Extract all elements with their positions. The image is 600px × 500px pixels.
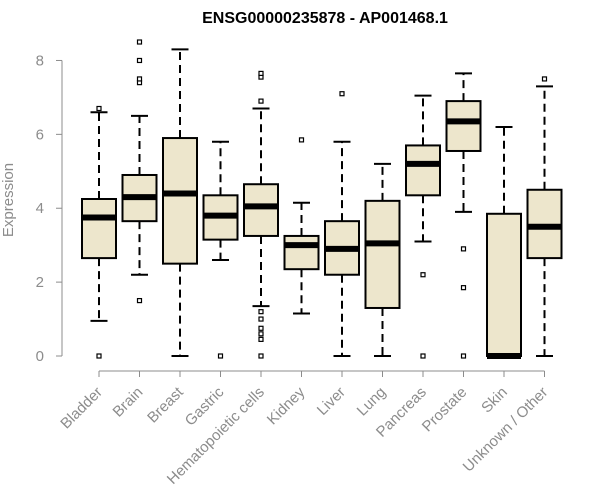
outlier-point (217, 353, 224, 359)
y-tick-label: 2 (36, 274, 44, 291)
y-tick-label: 8 (36, 52, 44, 69)
x-tick-label: Bladder (57, 384, 106, 433)
x-tick-label: Kidney (264, 383, 309, 428)
box-hematopoietic-cells (243, 70, 279, 359)
outlier-point (258, 98, 264, 104)
outlier-point (460, 353, 467, 359)
outlier-point (460, 246, 467, 252)
box-brain (121, 39, 158, 304)
iqr-box (162, 137, 198, 265)
outlier-point (541, 76, 548, 82)
outlier-point (96, 105, 102, 112)
outlier-point (136, 297, 143, 304)
y-axis: 0 2 4 6 8 (36, 52, 63, 365)
outlier-point (420, 272, 426, 278)
outlier-point (258, 353, 264, 359)
x-tick-label: Prostate (419, 384, 471, 436)
box-breast (162, 48, 198, 357)
box-kidney (283, 137, 320, 315)
outlier-point (258, 316, 264, 322)
outlier-point (420, 353, 426, 359)
outlier-point (258, 70, 264, 77)
iqr-box (486, 212, 522, 357)
outlier-point (258, 336, 264, 342)
box-skin (486, 125, 522, 359)
box-pancreas (405, 94, 441, 359)
iqr-box (405, 144, 441, 197)
chart-title: ENSG00000235878 - AP001468.1 (202, 10, 448, 27)
x-tick-label: Brain (110, 384, 147, 421)
outlier-point (460, 285, 467, 291)
outlier-point (258, 331, 264, 337)
iqr-box (364, 199, 401, 309)
y-tick-label: 6 (36, 126, 44, 143)
outlier-point (258, 309, 264, 315)
box-liver (324, 91, 360, 357)
y-tick-label: 0 (36, 348, 44, 365)
outlier-point (96, 353, 102, 359)
outlier-point (339, 91, 345, 97)
outlier-point (258, 325, 264, 331)
box-gastric (202, 140, 239, 359)
x-tick-label: Breast (144, 383, 187, 426)
x-tick-label: Liver (314, 384, 349, 419)
x-tick-label: Lung (354, 384, 390, 420)
box-lung (364, 162, 401, 357)
outlier-point (298, 137, 305, 143)
outlier-point (136, 39, 143, 45)
box-bladder (81, 105, 117, 359)
iqr-box (81, 198, 117, 260)
outlier-point (136, 57, 143, 64)
y-tick-label: 4 (36, 200, 44, 217)
iqr-box (445, 100, 482, 152)
iqr-box (243, 183, 279, 237)
box-unknown-other (526, 76, 563, 357)
outlier-point (136, 76, 143, 82)
y-axis-label: Expression (0, 163, 17, 237)
x-tick-label: Skin (478, 384, 511, 417)
boxes-group (81, 39, 563, 359)
iqr-box (283, 234, 320, 271)
box-prostate (445, 72, 482, 359)
